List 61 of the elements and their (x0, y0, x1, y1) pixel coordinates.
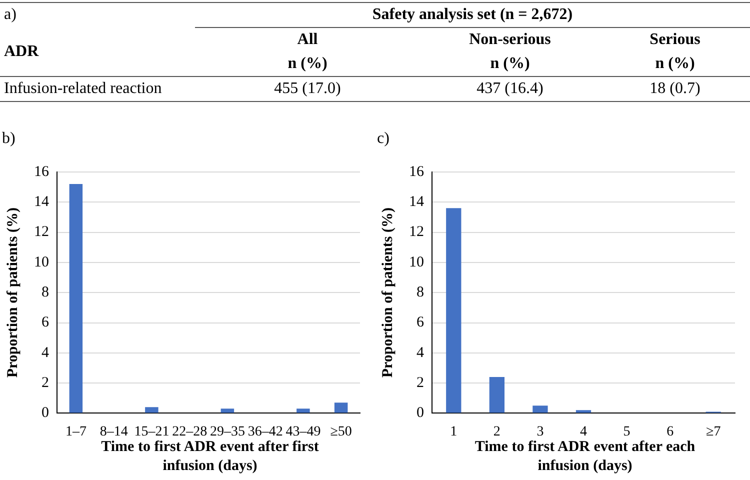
y-tick-label: 0 (42, 405, 49, 422)
y-tick-label: 10 (34, 254, 49, 270)
y-tick-label: 10 (409, 254, 424, 270)
x-tick-label: 8–14 (100, 424, 128, 440)
text: n (%) (489, 54, 531, 74)
text: a) (3, 5, 18, 26)
y-tick-label: 6 (416, 314, 424, 331)
text: Serious (648, 30, 702, 50)
x-tick-label: 36–42 (248, 424, 283, 440)
text: Infusion-related reaction (3, 79, 163, 99)
text: n (%) (286, 54, 328, 74)
x-tick-label: ≥50 (330, 424, 352, 440)
y-axis-title: Proportion of patients (%) (4, 208, 21, 378)
chart-title: b) (2, 130, 16, 148)
x-axis-title: Time to first ADR event after each infusion (days) (474, 438, 696, 476)
y-tick-label: 8 (416, 284, 424, 301)
y-tick-label: 4 (42, 344, 50, 361)
x-tick-label: 2 (493, 424, 500, 440)
bar (220, 408, 234, 413)
x-tick-label: 5 (623, 424, 630, 440)
bar (69, 184, 83, 413)
x-tick-label: ≥7 (706, 424, 721, 440)
x-tick-label: 6 (666, 424, 674, 440)
y-tick-label: 2 (416, 374, 424, 391)
y-tick-label: 16 (409, 164, 424, 180)
y-tick-label: 6 (42, 314, 50, 331)
bar (532, 406, 548, 413)
y-tick-label: 16 (34, 164, 50, 180)
x-tick-label: 1 (450, 424, 458, 440)
x-tick-label: 3 (536, 424, 544, 440)
bar (576, 410, 592, 413)
x-tick-label: 22–28 (172, 424, 208, 440)
text: All (296, 30, 319, 50)
x-tick-label: 1–7 (65, 424, 86, 440)
y-tick-label: 14 (409, 194, 424, 210)
text: ADR (3, 42, 40, 62)
bar (446, 208, 462, 413)
bar (489, 377, 505, 413)
y-tick-label: 12 (409, 224, 424, 240)
text: 455 (17.0) (273, 79, 342, 99)
text: Non-serious (468, 30, 552, 50)
chart-title: c) (377, 130, 390, 148)
y-axis-title: Proportion of patients (%) (380, 208, 396, 378)
y-tick-label: 0 (416, 405, 424, 422)
text: Safety analysis set (n = 2,672) (195, 2, 750, 28)
y-tick-label: 4 (416, 344, 424, 361)
x-tick-label: 29–35 (210, 424, 245, 440)
y-tick-label: 8 (42, 284, 49, 301)
y-tick-label: 14 (34, 194, 50, 210)
x-tick-label: 15–21 (134, 424, 170, 440)
x-axis-title: Time to first ADR event after first infusion (days) (100, 438, 320, 476)
text: 437 (16.4) (476, 79, 544, 99)
bar (145, 407, 158, 413)
y-tick-label: 2 (42, 374, 49, 391)
y-tick-label: 12 (34, 224, 49, 240)
text: n (%) (654, 54, 696, 74)
x-tick-label: 4 (580, 424, 587, 440)
bar (334, 402, 348, 413)
text: 18 (0.7) (648, 79, 702, 99)
bar (296, 408, 310, 413)
x-tick-label: 43–49 (286, 424, 321, 440)
